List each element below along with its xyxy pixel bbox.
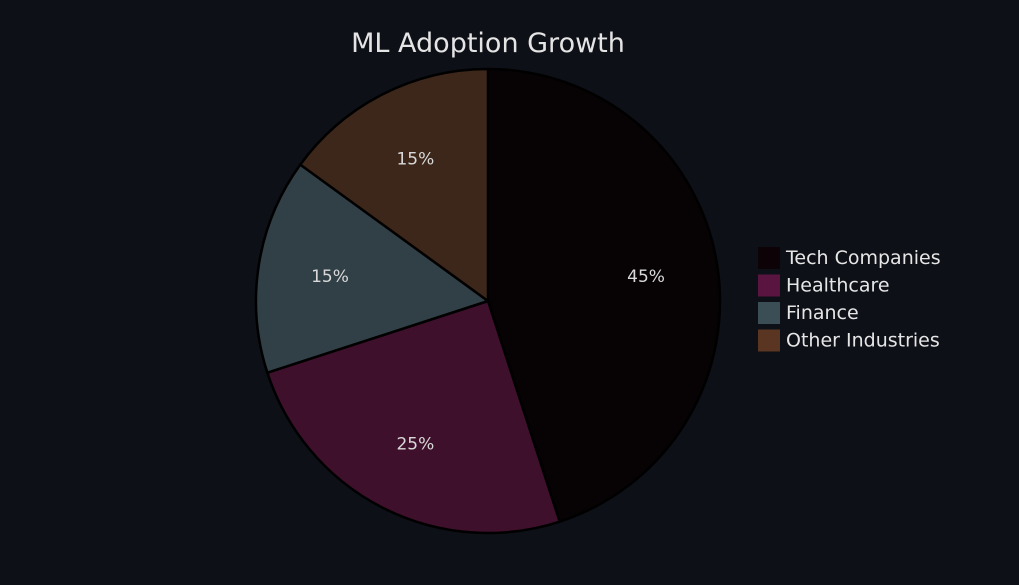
legend-label-healthcare: Healthcare (786, 275, 890, 297)
slice-label-finance: 15% (311, 267, 349, 287)
legend-swatch-healthcare (758, 274, 780, 297)
pie-slice-other-industries (299, 67, 490, 303)
legend-swatch-tech-companies (758, 247, 780, 269)
slice-label-tech-companies: 45% (627, 267, 665, 287)
chart-title: ML Adoption Growth (351, 28, 625, 59)
pie-slice-tech-companies (486, 67, 722, 523)
legend-label-other-industries: Other Industries (786, 330, 940, 352)
legend-label-tech-companies: Tech Companies (785, 247, 941, 269)
legend-swatch-finance (758, 302, 780, 324)
legend-swatch-other-industries (758, 329, 780, 352)
pie-slice-labels: 45% 25% 15% 15% (311, 149, 665, 454)
slice-label-other-industries: 15% (396, 149, 434, 169)
slice-label-healthcare: 25% (396, 435, 434, 455)
pie-slice-healthcare (266, 299, 561, 535)
pie-slices (254, 67, 722, 535)
legend: Tech Companies Healthcare Finance Other Ind… (758, 247, 941, 352)
legend-label-finance: Finance (786, 302, 859, 324)
pie-slice-finance (254, 163, 490, 374)
